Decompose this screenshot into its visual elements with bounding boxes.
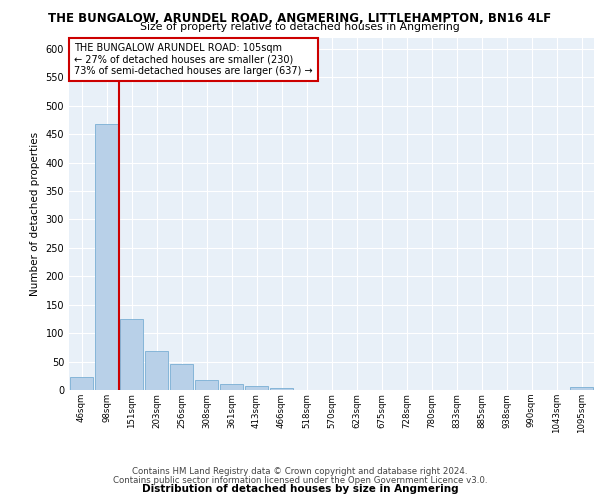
Bar <box>569 386 593 390</box>
Bar <box>95 124 118 390</box>
Bar <box>194 380 218 390</box>
Bar <box>119 319 143 390</box>
Bar <box>70 378 94 390</box>
Bar <box>220 384 244 390</box>
Text: Contains public sector information licensed under the Open Government Licence v3: Contains public sector information licen… <box>113 476 487 485</box>
Text: THE BUNGALOW, ARUNDEL ROAD, ANGMERING, LITTLEHAMPTON, BN16 4LF: THE BUNGALOW, ARUNDEL ROAD, ANGMERING, L… <box>49 12 551 26</box>
Bar <box>245 386 268 390</box>
Bar <box>170 364 193 390</box>
Y-axis label: Number of detached properties: Number of detached properties <box>30 132 40 296</box>
Text: THE BUNGALOW ARUNDEL ROAD: 105sqm
← 27% of detached houses are smaller (230)
73%: THE BUNGALOW ARUNDEL ROAD: 105sqm ← 27% … <box>74 43 313 76</box>
Text: Distribution of detached houses by size in Angmering: Distribution of detached houses by size … <box>142 484 458 494</box>
Text: Size of property relative to detached houses in Angmering: Size of property relative to detached ho… <box>140 22 460 32</box>
Bar <box>145 352 169 390</box>
Bar <box>269 388 293 390</box>
Text: Contains HM Land Registry data © Crown copyright and database right 2024.: Contains HM Land Registry data © Crown c… <box>132 467 468 476</box>
